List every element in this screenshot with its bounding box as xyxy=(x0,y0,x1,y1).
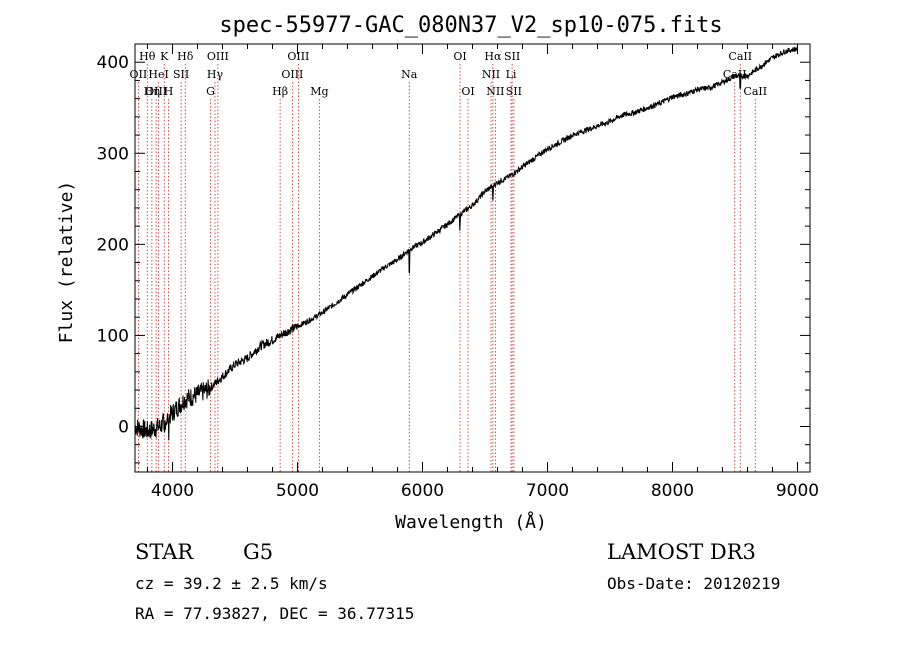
x-tick-label: 9000 xyxy=(776,481,819,501)
spectral-subclass: G5 xyxy=(243,540,274,564)
spectral-line-label: NII xyxy=(482,68,500,81)
spectral-line-label: Hη xyxy=(144,85,160,98)
y-tick-label: 200 xyxy=(97,235,129,255)
x-tick-label: 7000 xyxy=(526,481,569,501)
object-class: STAR xyxy=(135,540,194,564)
y-axis-label: Flux (relative) xyxy=(56,181,77,344)
coordinates: RA = 77.93827, DEC = 36.77315 xyxy=(135,604,415,623)
spectral-line-label: OIII xyxy=(207,50,229,63)
spectral-line-label: OIII xyxy=(287,50,309,63)
spectral-line-label: Na xyxy=(401,68,418,81)
spectral-line-label: SII xyxy=(173,68,189,81)
spectral-line-label: H xyxy=(164,85,174,98)
spectral-line-label: OIII xyxy=(145,85,167,98)
x-axis-label: Wavelength (Å) xyxy=(395,511,547,533)
y-tick-label: 400 xyxy=(97,53,129,73)
spectral-line-label: OIII xyxy=(281,68,303,81)
spectral-line-label: Hθ xyxy=(139,50,156,63)
spectral-line-label: OII xyxy=(130,68,148,81)
spectral-line-label: Li xyxy=(506,68,517,81)
spectrum-line xyxy=(134,45,798,441)
y-tick-label: 100 xyxy=(97,326,129,346)
survey-name: LAMOST DR3 xyxy=(607,540,756,564)
spectral-line-label: SII xyxy=(504,50,520,63)
redshift-value: cz = 39.2 ± 2.5 km/s xyxy=(135,574,328,593)
x-tick-label: 8000 xyxy=(651,481,694,501)
spectral-line-label: Hγ xyxy=(207,68,224,81)
axes-layer: 4000 5000 6000 7000 8000 9000 0 100 200 300 400 xyxy=(97,43,819,501)
x-tick-label: 4000 xyxy=(151,481,194,501)
spectral-line-label: SII xyxy=(506,85,522,98)
spectral-lines-layer xyxy=(137,64,756,472)
spectral-line-label: G xyxy=(206,85,215,98)
x-tick-label: 5000 xyxy=(276,481,319,501)
plot-frame xyxy=(134,43,811,473)
x-tick-label: 6000 xyxy=(401,481,444,501)
series-layer xyxy=(134,45,798,441)
y-tick-label: 0 xyxy=(118,417,129,437)
spectral-line-label: CaII xyxy=(743,85,767,98)
spectral-line-label: OI xyxy=(461,85,474,98)
y-tick-label: 300 xyxy=(97,144,129,164)
spectral-line-label: NII xyxy=(486,85,504,98)
chart-title: spec-55977-GAC_080N37_V2_sp10-075.fits xyxy=(219,13,722,38)
spectral-line-label: Hβ xyxy=(272,85,288,98)
spectral-line-label: OI xyxy=(453,50,466,63)
spectral-line-label: Mg xyxy=(310,85,328,98)
spectral-line-label: Hα xyxy=(484,50,502,63)
spectral-line-label: K xyxy=(160,50,169,63)
obs-date: Obs-Date: 20120219 xyxy=(607,574,781,593)
spectral-line-label: CaII xyxy=(728,50,752,63)
spectral-line-label: HeI xyxy=(148,68,168,81)
spectral-line-label: Hδ xyxy=(177,50,194,63)
